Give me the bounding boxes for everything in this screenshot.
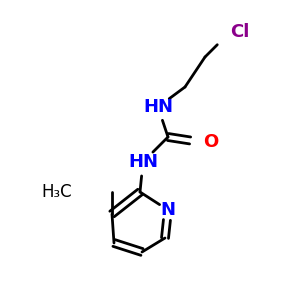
Text: O: O bbox=[203, 133, 218, 151]
Text: HN: HN bbox=[143, 98, 173, 116]
Text: H₃C: H₃C bbox=[41, 183, 72, 201]
Text: N: N bbox=[160, 201, 175, 219]
Text: HN: HN bbox=[128, 153, 158, 171]
Text: Cl: Cl bbox=[230, 23, 249, 41]
